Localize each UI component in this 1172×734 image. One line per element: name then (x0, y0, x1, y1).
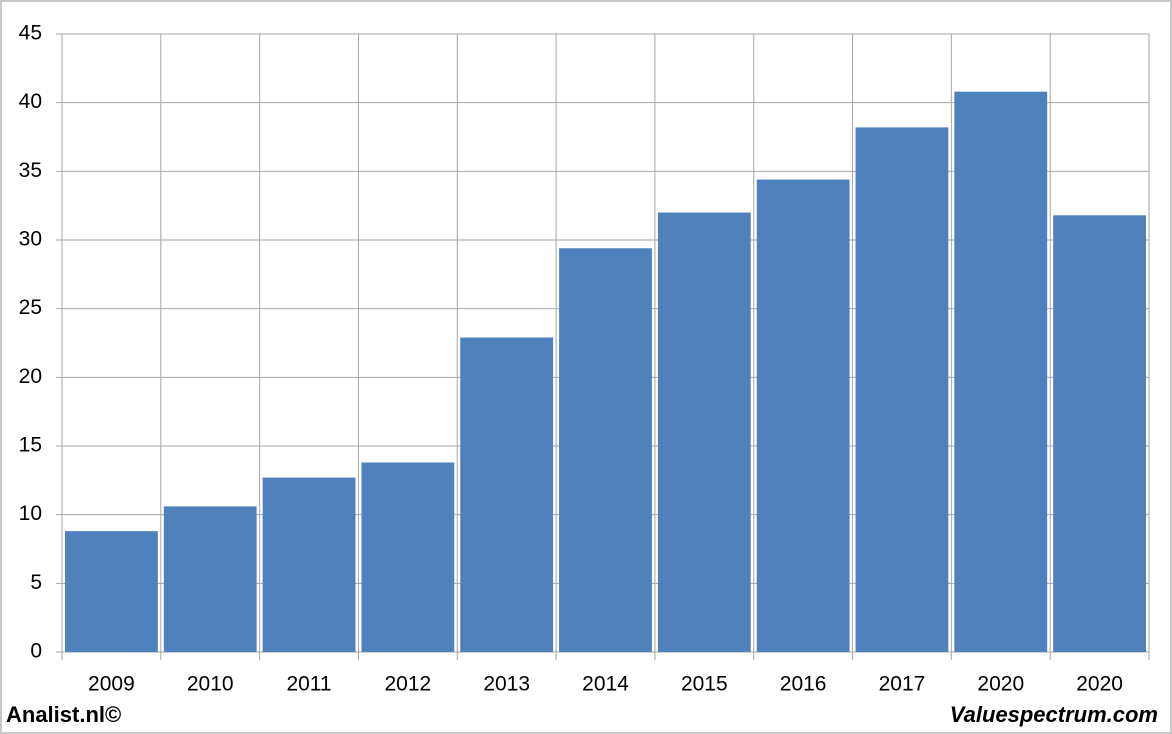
y-tick-label: 5 (30, 571, 42, 594)
y-tick-label: 10 (19, 502, 42, 525)
bar (559, 248, 652, 653)
x-tick-label: 2015 (681, 673, 728, 696)
footer-right: Valuespectrum.com (950, 702, 1158, 727)
x-tick-label: 2009 (88, 673, 135, 696)
y-tick-label: 0 (30, 640, 42, 663)
x-tick-label: 2011 (286, 673, 331, 696)
y-tick-label: 20 (19, 365, 42, 388)
x-tick-label: 2016 (780, 673, 827, 696)
x-tick-label: 2012 (385, 673, 432, 696)
x-tick-label: 2020 (977, 673, 1024, 696)
bar (460, 337, 554, 652)
y-tick-label: 40 (19, 90, 42, 113)
bar (954, 91, 1048, 653)
bar (65, 531, 158, 652)
y-tick-label: 15 (19, 434, 42, 457)
bar (1053, 215, 1146, 652)
x-tick-label: 2014 (582, 673, 629, 696)
y-tick-label: 25 (19, 296, 42, 319)
x-tick-label: 2017 (879, 673, 926, 696)
bar (756, 179, 850, 652)
bar (262, 477, 356, 652)
bar (361, 462, 455, 652)
x-tick-label: 2020 (1076, 673, 1123, 696)
y-tick-label: 45 (19, 22, 42, 45)
footer-left: Analist.nl© (6, 702, 121, 727)
bar (657, 212, 751, 653)
x-tick-label: 2013 (483, 673, 530, 696)
x-tick-label: 2010 (187, 673, 234, 696)
y-tick-label: 30 (19, 228, 42, 251)
y-tick-label: 35 (19, 159, 42, 182)
bar (855, 127, 949, 653)
bar (163, 506, 257, 652)
